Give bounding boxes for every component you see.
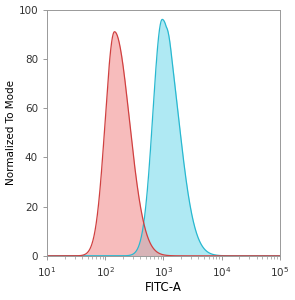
X-axis label: FITC-A: FITC-A [145,281,182,294]
Y-axis label: Normalized To Mode: Normalized To Mode [6,80,16,185]
